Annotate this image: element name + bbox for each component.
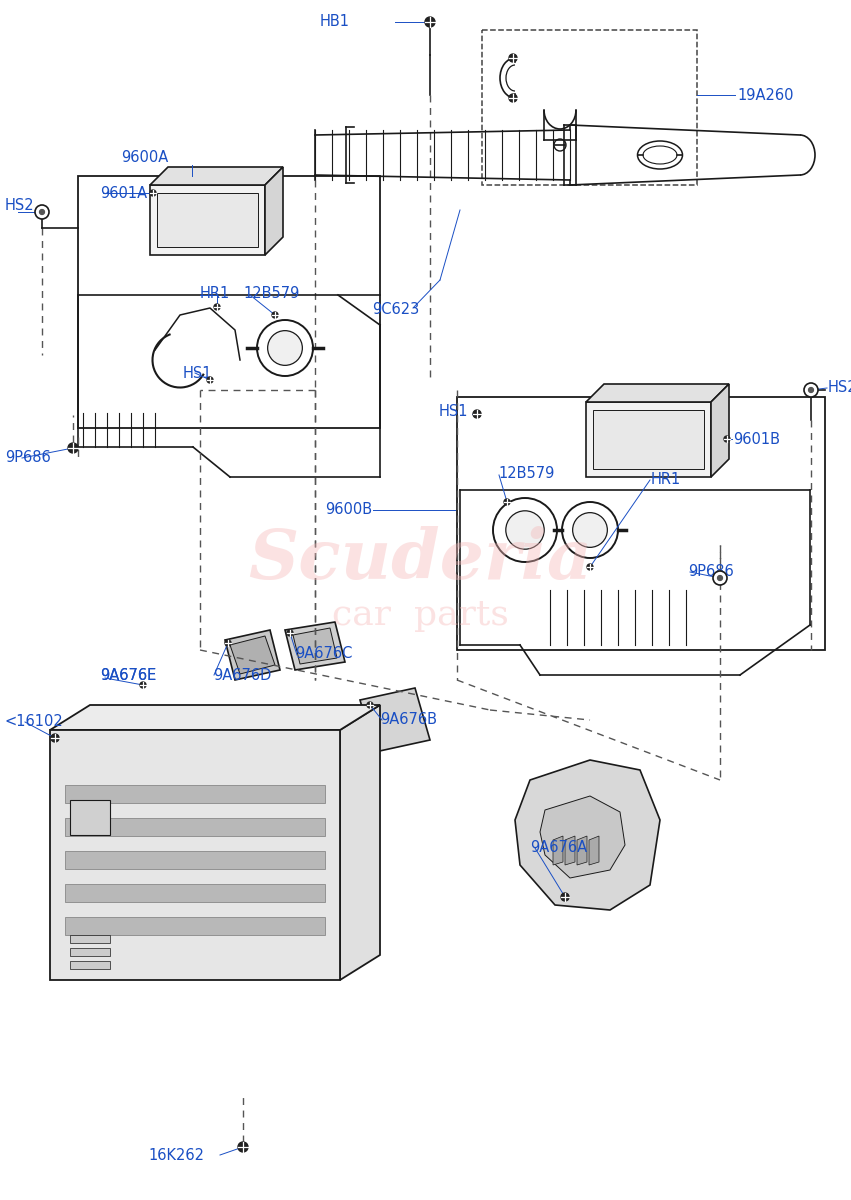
Polygon shape xyxy=(65,917,325,935)
Polygon shape xyxy=(586,384,729,402)
Circle shape xyxy=(35,205,49,218)
Polygon shape xyxy=(65,851,325,869)
Text: 9A676C: 9A676C xyxy=(295,646,352,660)
Circle shape xyxy=(207,377,213,383)
Circle shape xyxy=(509,94,517,102)
Polygon shape xyxy=(225,630,280,680)
Text: Scuderia: Scuderia xyxy=(248,527,592,594)
Polygon shape xyxy=(589,836,599,865)
Text: 9A676E: 9A676E xyxy=(100,667,157,683)
Text: 9A676E: 9A676E xyxy=(100,667,157,683)
Circle shape xyxy=(238,1142,248,1152)
Text: HS1: HS1 xyxy=(438,404,468,420)
Polygon shape xyxy=(293,628,337,664)
Polygon shape xyxy=(70,961,110,970)
Text: <16102: <16102 xyxy=(5,714,64,730)
Circle shape xyxy=(51,734,59,742)
Text: 9P686: 9P686 xyxy=(5,450,51,466)
Text: 9A676B: 9A676B xyxy=(380,713,437,727)
Text: 9A676D: 9A676D xyxy=(213,667,271,683)
Polygon shape xyxy=(285,622,345,670)
Polygon shape xyxy=(565,836,575,865)
Polygon shape xyxy=(70,800,110,835)
Polygon shape xyxy=(230,636,275,674)
Text: 9P686: 9P686 xyxy=(688,564,734,580)
Polygon shape xyxy=(265,167,283,254)
Text: 9601A: 9601A xyxy=(100,186,147,200)
Circle shape xyxy=(39,210,44,215)
Polygon shape xyxy=(65,818,325,836)
Circle shape xyxy=(505,511,544,550)
Circle shape xyxy=(717,576,722,581)
Polygon shape xyxy=(65,884,325,902)
Polygon shape xyxy=(515,760,660,910)
Polygon shape xyxy=(711,384,729,476)
Circle shape xyxy=(509,54,517,62)
Text: HR1: HR1 xyxy=(200,286,231,300)
Circle shape xyxy=(268,331,302,365)
Circle shape xyxy=(561,893,569,901)
Circle shape xyxy=(554,139,566,151)
Circle shape xyxy=(272,312,278,318)
Circle shape xyxy=(562,502,618,558)
Polygon shape xyxy=(586,402,711,476)
Circle shape xyxy=(573,512,608,547)
Polygon shape xyxy=(593,410,704,469)
Circle shape xyxy=(68,443,78,452)
Text: 9600B: 9600B xyxy=(325,503,372,517)
Text: 9C623: 9C623 xyxy=(372,302,420,318)
Circle shape xyxy=(808,388,814,392)
Circle shape xyxy=(367,702,373,708)
Text: 19A260: 19A260 xyxy=(737,88,793,102)
Circle shape xyxy=(504,499,510,505)
Polygon shape xyxy=(70,935,110,943)
Polygon shape xyxy=(540,796,625,878)
Polygon shape xyxy=(157,193,258,247)
Circle shape xyxy=(140,682,146,688)
Circle shape xyxy=(287,630,293,636)
Polygon shape xyxy=(360,688,430,752)
Bar xyxy=(457,397,825,650)
Bar xyxy=(78,176,380,428)
Text: HS2: HS2 xyxy=(828,380,851,396)
Text: HS2: HS2 xyxy=(5,198,35,212)
Polygon shape xyxy=(340,704,380,980)
Circle shape xyxy=(493,498,557,562)
Text: 9601B: 9601B xyxy=(733,432,780,446)
Text: 16K262: 16K262 xyxy=(148,1148,204,1164)
Text: HS1: HS1 xyxy=(183,366,213,380)
Polygon shape xyxy=(70,948,110,956)
Circle shape xyxy=(214,304,220,310)
Polygon shape xyxy=(150,167,283,185)
Text: 12B579: 12B579 xyxy=(498,466,554,480)
Text: HR1: HR1 xyxy=(651,472,682,486)
Circle shape xyxy=(804,383,818,397)
Circle shape xyxy=(425,17,435,26)
Text: HB1: HB1 xyxy=(320,14,350,30)
Polygon shape xyxy=(150,185,265,254)
Circle shape xyxy=(225,640,231,646)
Polygon shape xyxy=(50,704,380,730)
Circle shape xyxy=(724,436,730,442)
Polygon shape xyxy=(553,836,563,865)
Polygon shape xyxy=(577,836,587,865)
Circle shape xyxy=(587,564,593,570)
Polygon shape xyxy=(50,730,340,980)
Text: 12B579: 12B579 xyxy=(243,286,300,300)
Bar xyxy=(482,30,697,185)
Circle shape xyxy=(257,320,313,376)
Text: 9600A: 9600A xyxy=(122,150,168,166)
Circle shape xyxy=(713,571,727,584)
Circle shape xyxy=(150,190,156,196)
Text: car  parts: car parts xyxy=(332,598,508,632)
Polygon shape xyxy=(65,785,325,803)
Text: 9A676A: 9A676A xyxy=(530,840,587,856)
Circle shape xyxy=(473,410,481,418)
